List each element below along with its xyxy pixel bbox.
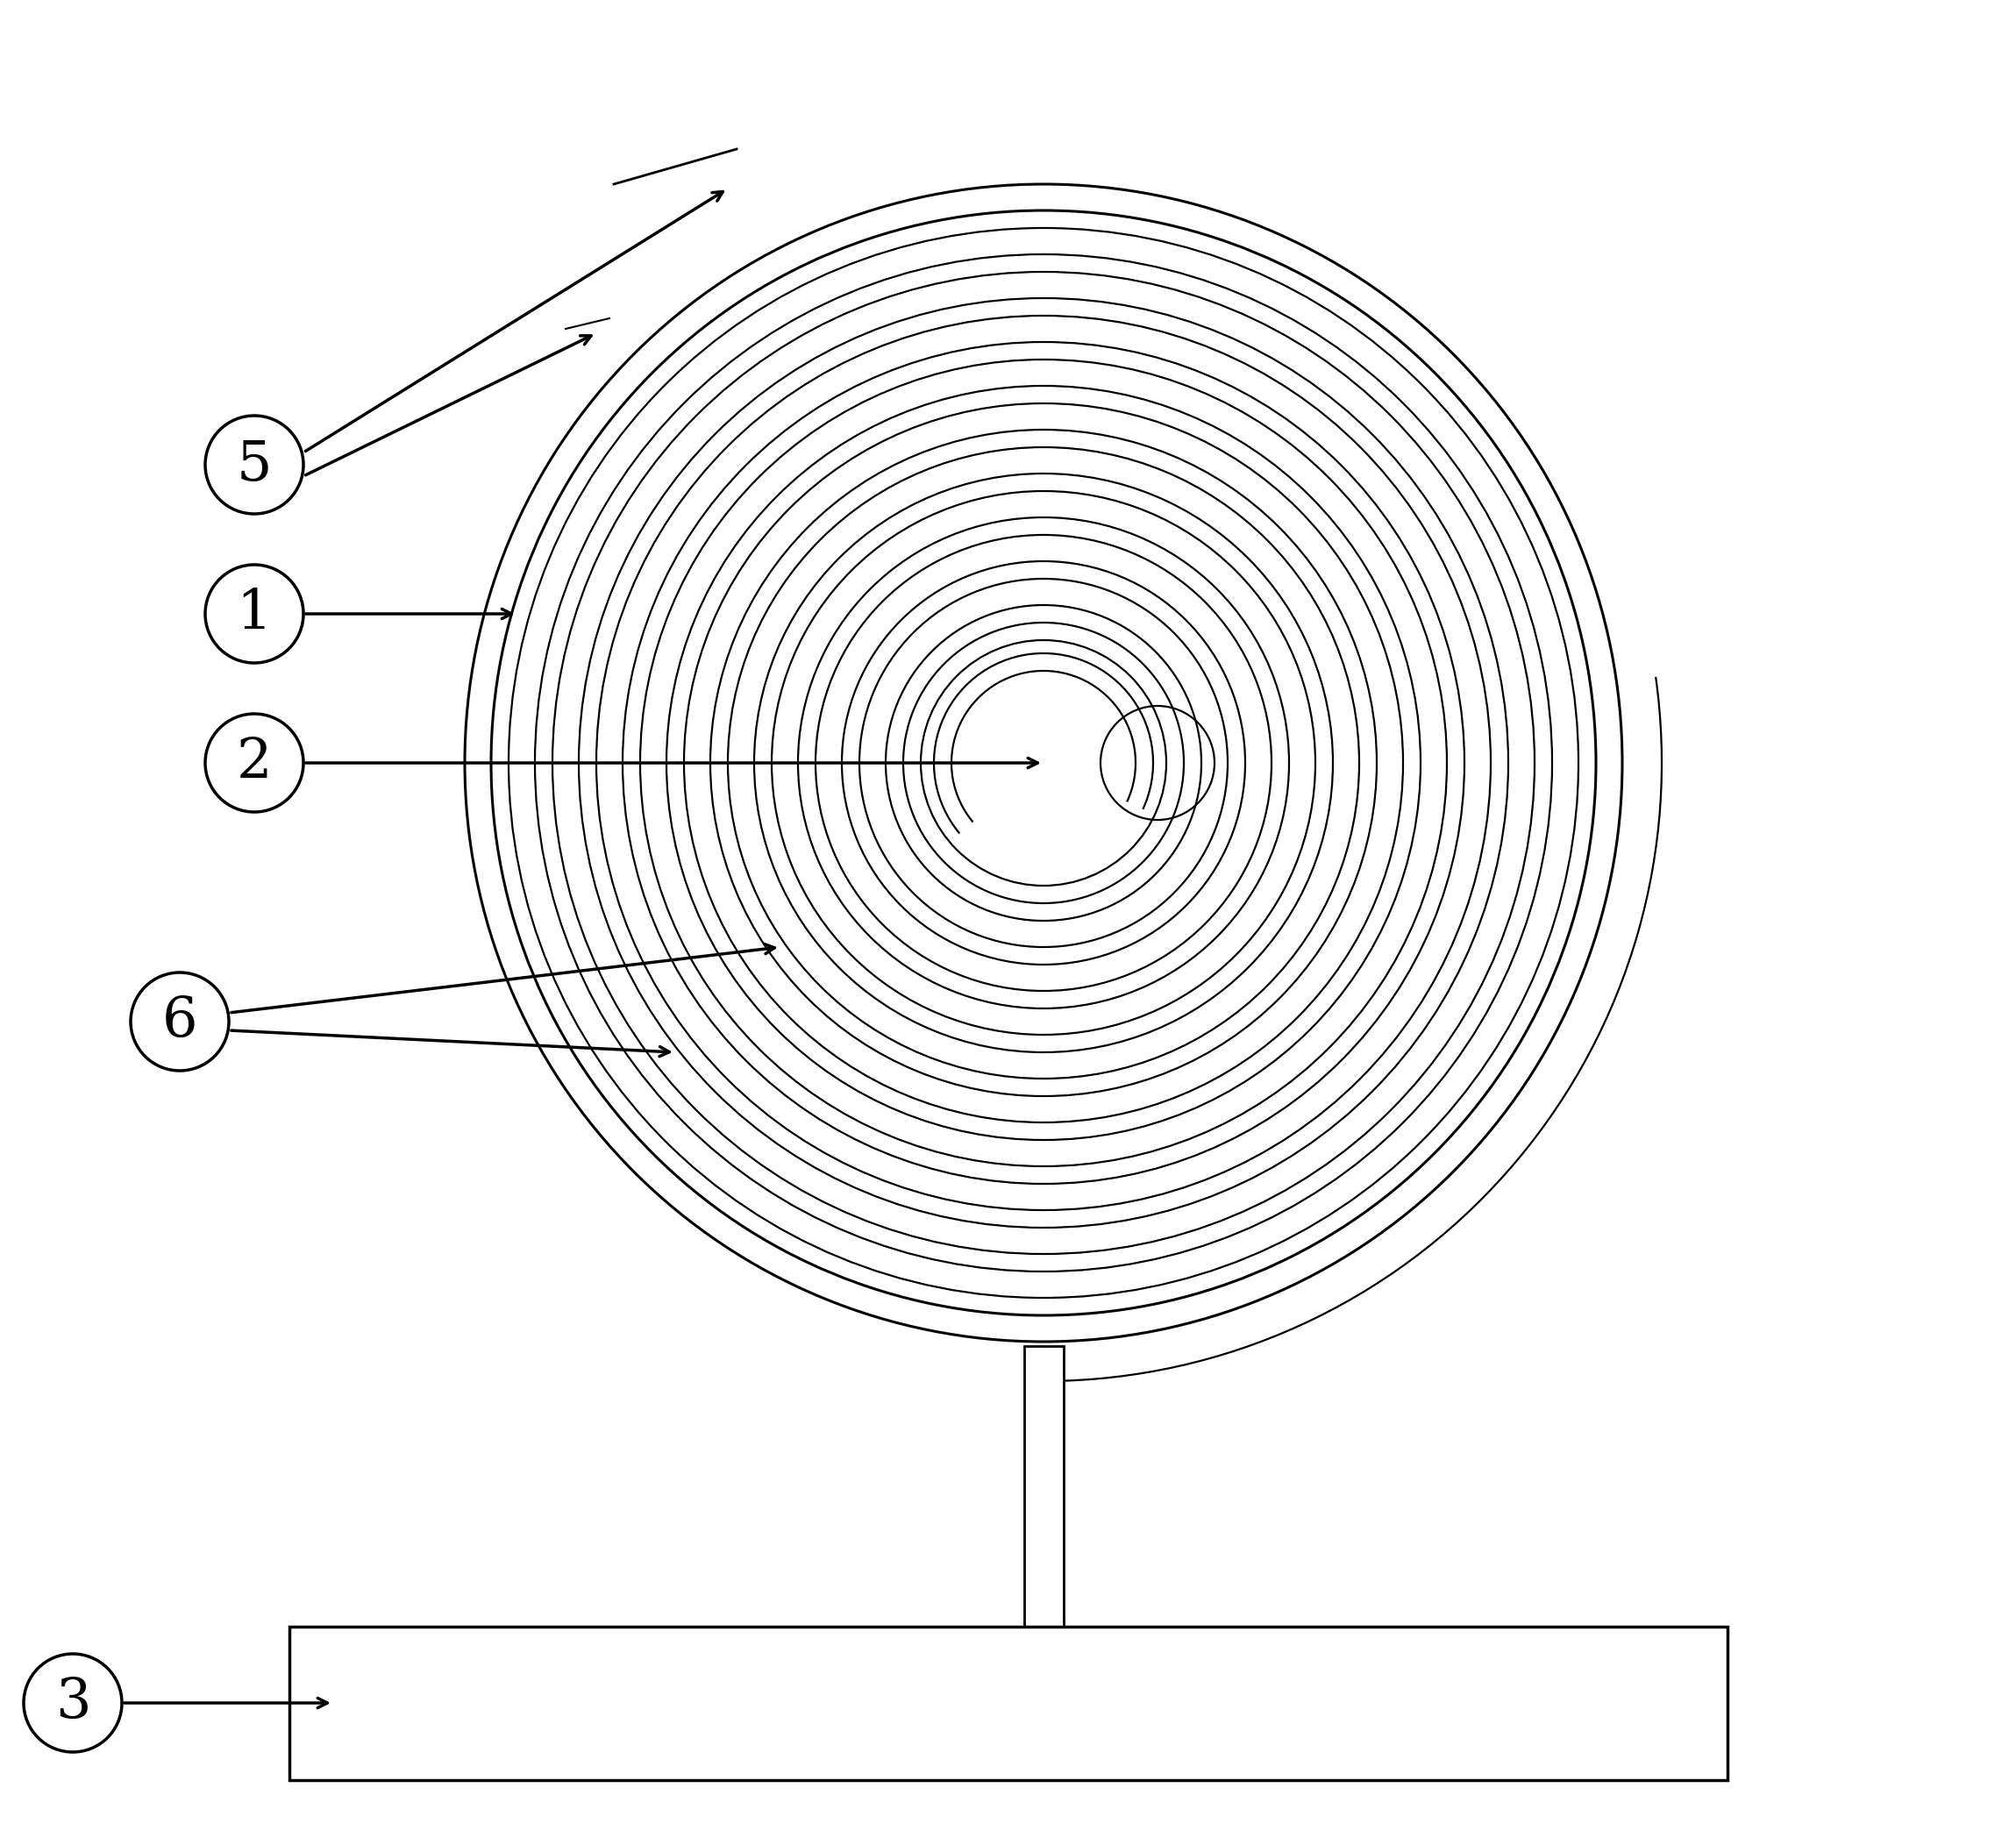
Bar [290, 1627, 1728, 1780]
Text: 2: 2 [236, 736, 272, 790]
Text: 1: 1 [236, 587, 272, 640]
Bar [1024, 1347, 1064, 1627]
Text: 5: 5 [236, 437, 272, 491]
Text: 3: 3 [54, 1675, 91, 1731]
Text: 6: 6 [161, 994, 198, 1048]
